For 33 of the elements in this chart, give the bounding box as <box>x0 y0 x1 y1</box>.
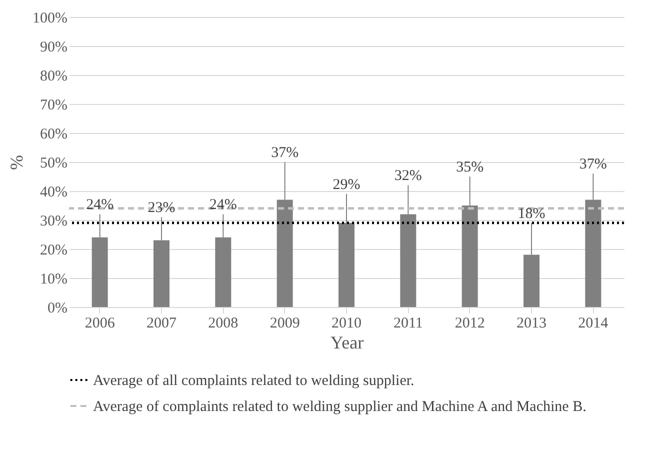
data-label: 37% <box>579 156 607 173</box>
y-tick-label: 30% <box>40 214 68 230</box>
y-axis-title: % <box>6 155 27 170</box>
x-tick-label: 2012 <box>454 316 485 332</box>
y-tick-label: 70% <box>40 98 68 114</box>
data-label: 18% <box>518 206 546 222</box>
data-label: 29% <box>332 176 360 193</box>
legend-label: Average of complaints related to welding supplier and Machine A and Machine B. <box>93 399 586 415</box>
y-tick-label: 10% <box>40 272 68 288</box>
x-tick-label: 2006 <box>84 316 116 332</box>
y-tick-label: 100% <box>32 10 68 26</box>
y-tick-label: 60% <box>40 126 68 142</box>
x-axis-title: Year <box>330 332 364 352</box>
data-label: 32% <box>394 168 422 184</box>
y-tick-label: 20% <box>40 242 68 258</box>
x-tick-label: 2007 <box>146 316 177 332</box>
x-tick-label: 2013 <box>516 316 546 332</box>
y-tick-label: 40% <box>40 184 68 200</box>
data-label: 24% <box>86 197 114 214</box>
y-tick-label: 90% <box>40 40 68 56</box>
data-label: 24% <box>209 197 237 214</box>
data-label: 37% <box>271 145 299 161</box>
y-tick-label: 0% <box>48 300 68 316</box>
legend-label: Average of all complaints related to welding supplier. <box>93 373 414 389</box>
y-tick-label: 80% <box>40 68 68 84</box>
x-tick-label: 2009 <box>270 316 300 332</box>
x-tick-label: 2008 <box>208 316 238 332</box>
data-label: 35% <box>456 160 484 176</box>
x-tick-label: 2014 <box>578 316 609 332</box>
y-tick-label: 50% <box>40 156 68 172</box>
x-tick-label: 2010 <box>332 316 362 332</box>
data-label: 23% <box>148 200 176 216</box>
x-tick-label: 2011 <box>393 316 423 332</box>
